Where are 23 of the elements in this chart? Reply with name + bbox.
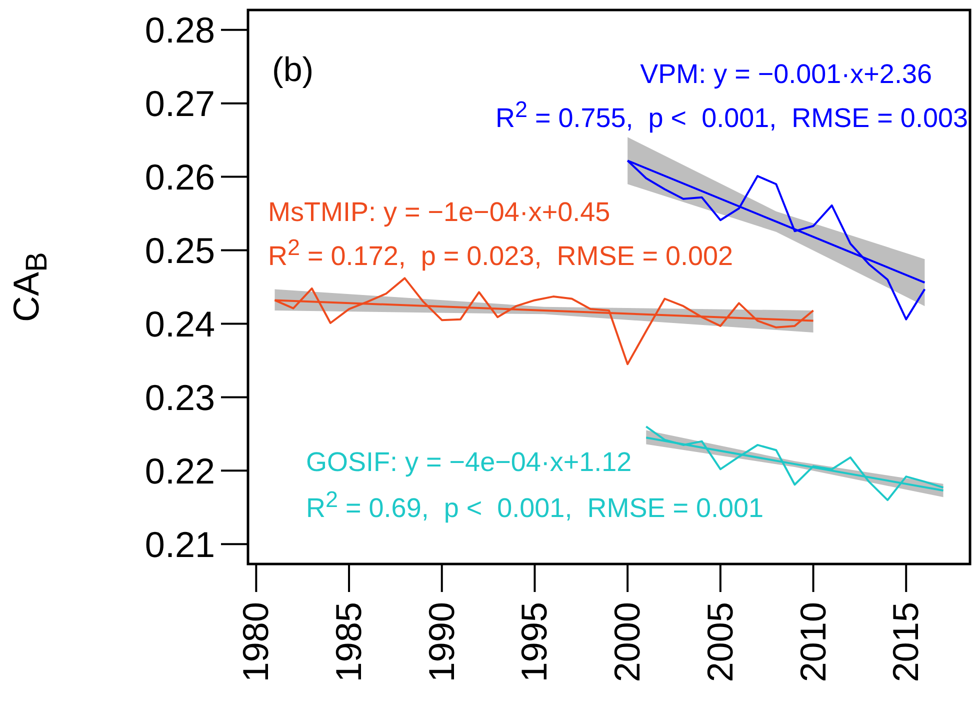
y-tick-label: 0.28	[144, 10, 215, 51]
x-tick-label: 2000	[606, 602, 648, 682]
y-tick-label: 0.21	[144, 524, 215, 565]
annotation: GOSIF: y = −4e−04·x+1.12	[306, 447, 632, 478]
y-tick-label: 0.26	[144, 156, 215, 198]
x-tick-label: 1985	[328, 602, 370, 682]
y-tick-label: 0.24	[144, 304, 215, 345]
x-tick-label: 2005	[699, 602, 740, 682]
annotation: MsTMIP: y = −1e−04·x+0.45	[268, 197, 610, 228]
x-tick-label: 1980	[235, 602, 276, 682]
y-tick-label: 0.27	[144, 83, 215, 124]
y-tick-label: 0.25	[144, 230, 215, 272]
y-tick-label: 0.22	[144, 450, 215, 492]
y-tick-label: 0.23	[144, 376, 215, 418]
x-tick-label: 2010	[792, 602, 834, 682]
annotation: (b)	[272, 51, 314, 90]
x-tick-label: 1990	[420, 602, 462, 682]
annotation: R$^{2}$ = 0.172, p = 0.023, RMSE = 0.002	[268, 235, 734, 272]
annotation: VPM: y = −0.001·x+2.36	[640, 59, 932, 90]
annotation: R$^{2}$ = 0.755, p < 0.001, RMSE = 0.003	[495, 97, 968, 134]
x-tick-label: 2015	[885, 602, 926, 682]
x-tick-label: 1995	[514, 602, 555, 682]
annotation: R$^{2}$ = 0.69, p < 0.001, RMSE = 0.001	[306, 487, 764, 524]
